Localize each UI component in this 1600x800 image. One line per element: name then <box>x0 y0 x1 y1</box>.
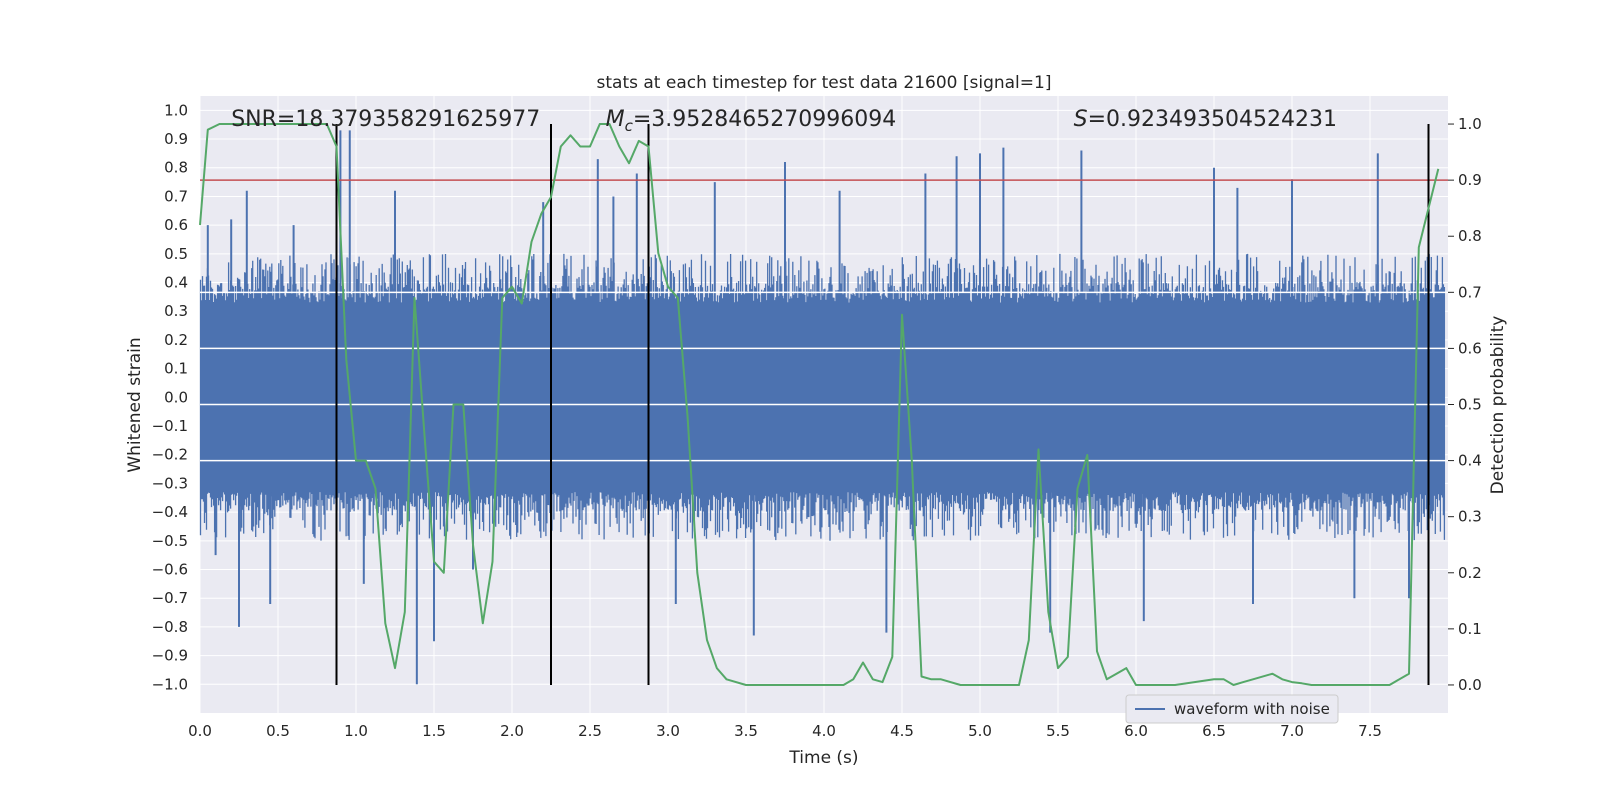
y2-tick-label: 0.6 <box>1458 339 1482 357</box>
legend-entry-waveform: waveform with noise <box>1174 700 1330 718</box>
y2-tick-label: 0.4 <box>1458 452 1482 470</box>
y-tick-label: −1.0 <box>152 675 188 693</box>
x-tick-label: 4.5 <box>890 722 914 740</box>
x-tick-label: 3.0 <box>656 722 680 740</box>
y-tick-label: −0.5 <box>152 532 188 550</box>
y-tick-label: −0.9 <box>152 647 188 665</box>
x-tick-label: 0.0 <box>188 722 212 740</box>
overlay <box>199 123 1448 686</box>
legend: waveform with noise <box>1125 694 1339 724</box>
x-tick-label: 4.0 <box>812 722 836 740</box>
x-tick-label: 1.0 <box>344 722 368 740</box>
y2-tick-label: 0.1 <box>1458 620 1482 638</box>
x-tick-label: 2.0 <box>500 722 524 740</box>
y-tick-label: −0.3 <box>152 474 188 492</box>
y2-tick-label: 1.0 <box>1458 115 1482 133</box>
y2-tick-label: 0.9 <box>1458 171 1482 189</box>
x-tick-label: 5.5 <box>1046 722 1070 740</box>
y-tick-label: 0.5 <box>164 245 188 263</box>
y-tick-label: −0.2 <box>152 446 188 464</box>
y-tick-label: 0.2 <box>164 331 188 349</box>
y2-tick-label: 0.3 <box>1458 508 1482 526</box>
y-tick-label: 0.1 <box>164 360 188 378</box>
y-tick-label: 0.7 <box>164 187 188 205</box>
x-tick-label: 1.5 <box>422 722 446 740</box>
y-tick-label: 0.6 <box>164 216 188 234</box>
x-tick-label: 0.5 <box>266 722 290 740</box>
detection-probability-line <box>199 123 1440 686</box>
y-tick-label: 1.0 <box>164 101 188 119</box>
stat-annotation: S=0.923493504524231 <box>1074 107 1337 132</box>
x-tick-label: 3.5 <box>734 722 758 740</box>
x-tick-label: 2.5 <box>578 722 602 740</box>
x-axis-label: Time (s) <box>788 748 858 768</box>
y-axis-label: Whitened strain <box>125 337 145 472</box>
chart-title: stats at each timestep for test data 216… <box>597 73 1052 93</box>
y-tick-label: 0.4 <box>164 274 188 292</box>
waveform-core <box>200 302 1445 493</box>
y-tick-label: 0.9 <box>164 130 188 148</box>
legend-box <box>1125 694 1339 724</box>
y-tick-label: −0.8 <box>152 618 188 636</box>
y-tick-label: 0.3 <box>164 302 188 320</box>
x-tick-label: 6.5 <box>1202 722 1226 740</box>
y2-axis-label: Detection probability <box>1488 316 1508 495</box>
x-tick-label: 5.0 <box>968 722 992 740</box>
y-tick-label: −0.4 <box>152 503 188 521</box>
x-tick-label: 6.0 <box>1124 722 1148 740</box>
stat-annotation: SNR=18.379358291625977 <box>231 107 540 132</box>
y2-tick-label: 0.8 <box>1458 227 1482 245</box>
y-tick-label: −0.7 <box>152 589 188 607</box>
y-tick-label: 0.0 <box>164 388 188 406</box>
y2-tick-label: 0.5 <box>1458 396 1482 414</box>
stat-annotation: Mc=3.9528465270996094 <box>606 107 897 135</box>
y-tick-label: 0.8 <box>164 159 188 177</box>
x-tick-label: 7.5 <box>1358 722 1382 740</box>
y2-tick-label: 0.0 <box>1458 676 1482 694</box>
axes: 0.0 0.5 1.0 1.5 2.0 2.5 3.0 3.5 4.0 4.5 5.0 5.5 6.0 6… <box>152 101 1482 740</box>
y2-tick-label: 0.2 <box>1458 564 1482 582</box>
x-tick-label: 7.0 <box>1280 722 1304 740</box>
y2-tick-label: 0.7 <box>1458 283 1482 301</box>
annotations: SNR=18.379358291625977 Mc=3.9528465270996… <box>231 107 1337 135</box>
y-tick-label: −0.6 <box>152 561 188 579</box>
y-tick-label: −0.1 <box>152 417 188 435</box>
